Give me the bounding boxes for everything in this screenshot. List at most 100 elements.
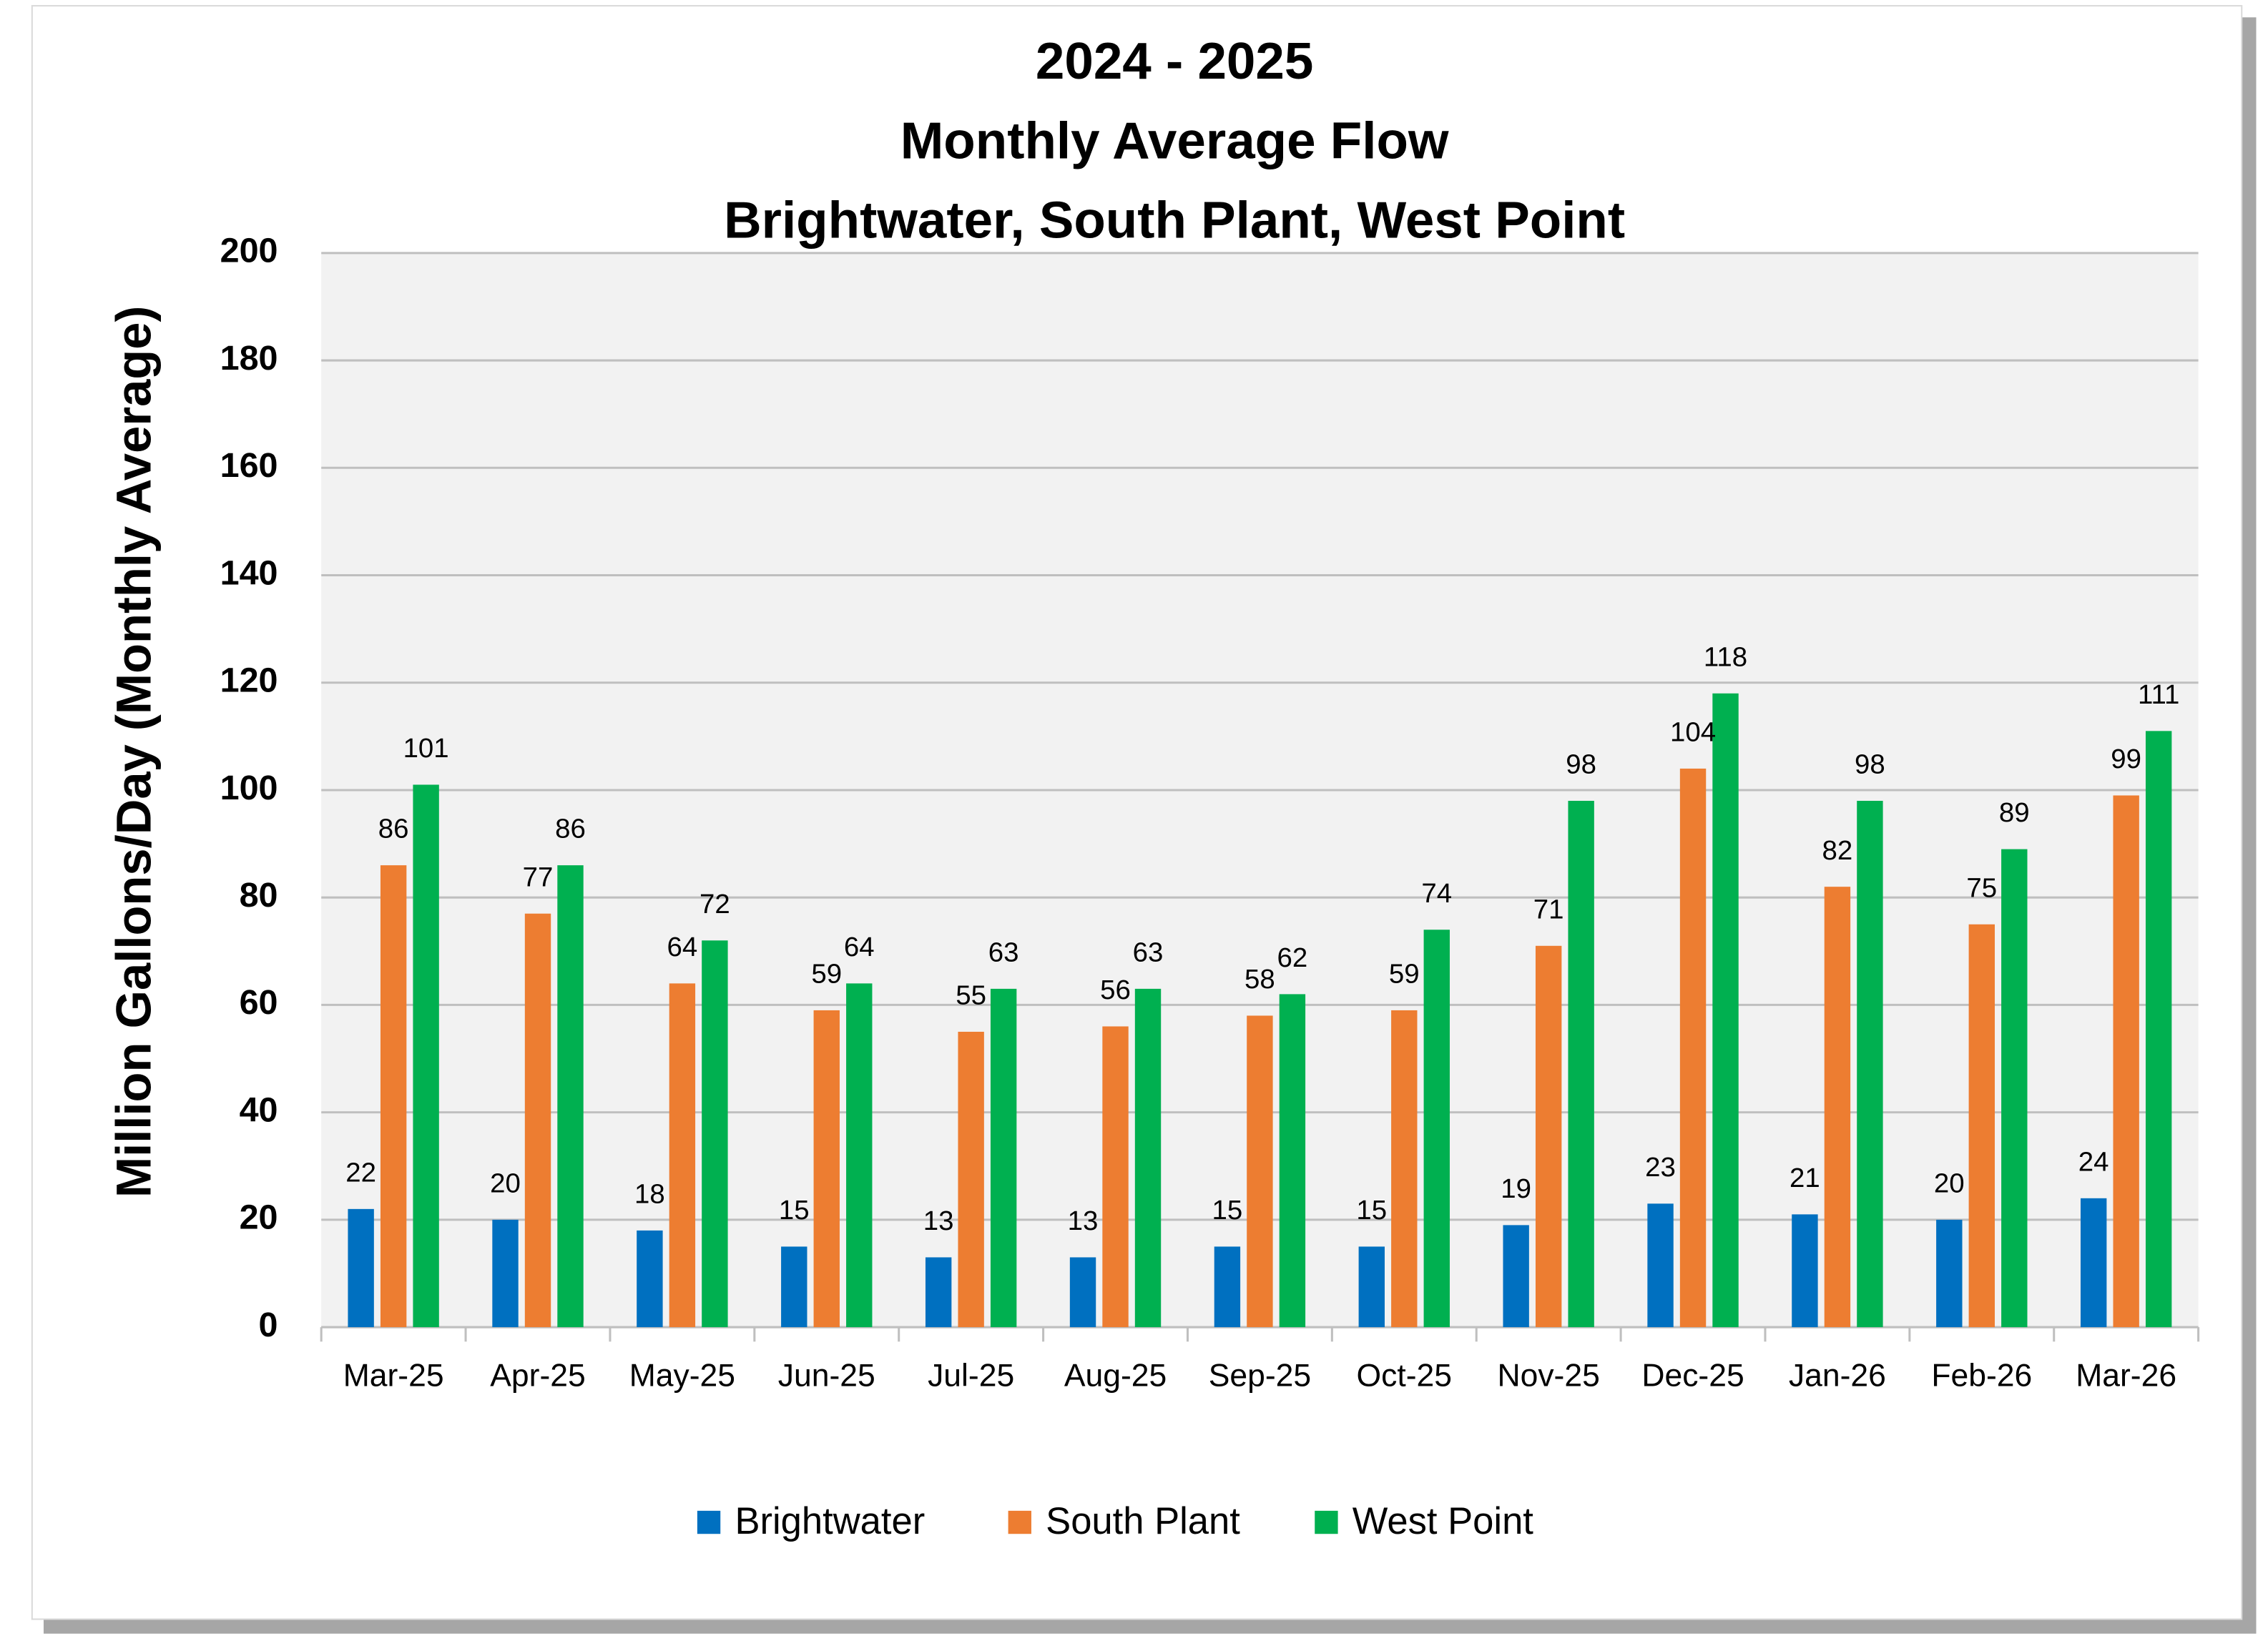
bar bbox=[1679, 768, 1707, 1328]
y-tick-label: 200 bbox=[220, 232, 278, 270]
data-label: 64 bbox=[667, 932, 698, 962]
bar bbox=[1069, 1257, 1096, 1328]
legend-swatch bbox=[697, 1510, 721, 1534]
bar bbox=[1247, 1015, 1273, 1328]
data-label: 22 bbox=[345, 1157, 376, 1188]
bar bbox=[1503, 1225, 1529, 1328]
y-tick-label: 100 bbox=[220, 769, 278, 807]
data-label: 13 bbox=[923, 1206, 954, 1236]
bar bbox=[1936, 1219, 1963, 1328]
x-tick-label: Jul-25 bbox=[928, 1359, 1014, 1394]
data-label: 21 bbox=[1790, 1163, 1820, 1193]
data-label: 20 bbox=[490, 1168, 521, 1198]
bar bbox=[2113, 795, 2139, 1328]
bar bbox=[1824, 887, 1851, 1328]
bar bbox=[925, 1257, 952, 1328]
bar bbox=[1102, 1026, 1129, 1328]
data-label: 111 bbox=[2138, 679, 2179, 710]
bar bbox=[1134, 988, 1162, 1328]
x-tick-label: Aug-25 bbox=[1064, 1359, 1167, 1394]
x-tick-label: Apr-25 bbox=[490, 1359, 585, 1394]
data-label: 20 bbox=[1934, 1168, 1965, 1198]
data-label: 23 bbox=[1645, 1152, 1676, 1183]
bar bbox=[1968, 924, 1995, 1328]
data-label: 98 bbox=[1566, 749, 1596, 780]
data-label: 15 bbox=[1212, 1195, 1243, 1226]
bar bbox=[1423, 930, 1450, 1328]
data-label: 13 bbox=[1068, 1206, 1099, 1236]
bar bbox=[990, 988, 1017, 1328]
y-tick-label: 140 bbox=[220, 553, 278, 592]
data-label: 56 bbox=[1100, 975, 1131, 1005]
bars bbox=[348, 693, 2172, 1328]
bar bbox=[1712, 693, 1739, 1328]
chart-title: 2024 - 2025 bbox=[1036, 32, 1313, 90]
x-tick-label: Jan-26 bbox=[1789, 1359, 1886, 1394]
x-tick-label: Nov-25 bbox=[1497, 1359, 1599, 1394]
data-label: 86 bbox=[555, 814, 586, 844]
data-label: 59 bbox=[811, 959, 842, 990]
x-tick-label: Mar-25 bbox=[343, 1359, 444, 1394]
data-label: 104 bbox=[1670, 717, 1716, 748]
data-label: 98 bbox=[1855, 749, 1885, 780]
bar bbox=[1857, 800, 1883, 1328]
x-tick-label: Feb-26 bbox=[1931, 1359, 2032, 1394]
bar bbox=[1279, 994, 1306, 1328]
bar bbox=[846, 983, 873, 1328]
data-label: 18 bbox=[634, 1179, 665, 1210]
y-tick-label: 180 bbox=[220, 339, 278, 378]
data-label: 71 bbox=[1533, 894, 1564, 925]
data-label: 55 bbox=[956, 980, 986, 1011]
legend-label: South Plant bbox=[1046, 1500, 1240, 1542]
y-tick-label: 40 bbox=[240, 1090, 278, 1129]
bar bbox=[2145, 731, 2172, 1328]
data-label: 64 bbox=[844, 932, 875, 962]
bar bbox=[1391, 1010, 1418, 1328]
data-label: 62 bbox=[1277, 942, 1308, 973]
bar bbox=[492, 1219, 519, 1328]
x-tick-label: Sep-25 bbox=[1209, 1359, 1311, 1394]
y-tick-label: 0 bbox=[259, 1306, 278, 1344]
data-label: 63 bbox=[988, 937, 1019, 967]
data-label: 101 bbox=[403, 733, 449, 764]
data-label: 72 bbox=[699, 889, 730, 920]
x-tick-label: May-25 bbox=[629, 1359, 735, 1394]
bar bbox=[2080, 1198, 2107, 1328]
y-tick-label: 160 bbox=[220, 446, 278, 485]
bar bbox=[781, 1246, 807, 1328]
bar bbox=[1214, 1246, 1241, 1328]
data-label: 15 bbox=[1356, 1195, 1387, 1226]
x-tick-label: Oct-25 bbox=[1357, 1359, 1452, 1394]
data-label: 19 bbox=[1501, 1173, 1531, 1204]
data-label: 58 bbox=[1245, 964, 1275, 995]
legend-label: West Point bbox=[1353, 1500, 1534, 1542]
bar bbox=[813, 1010, 840, 1328]
legend-swatch bbox=[1315, 1510, 1338, 1534]
data-label: 15 bbox=[779, 1195, 810, 1226]
data-label: 82 bbox=[1822, 835, 1853, 866]
bar bbox=[1358, 1246, 1385, 1328]
x-tick-label: Dec-25 bbox=[1641, 1359, 1744, 1394]
bar bbox=[637, 1230, 663, 1328]
data-label: 24 bbox=[2078, 1146, 2109, 1177]
bar bbox=[669, 983, 696, 1328]
data-label: 75 bbox=[1966, 872, 1997, 903]
chart-title: Monthly Average Flow bbox=[900, 112, 1449, 169]
bar bbox=[958, 1031, 984, 1328]
data-label: 63 bbox=[1133, 937, 1164, 967]
x-tick-label: Jun-25 bbox=[778, 1359, 875, 1394]
bar bbox=[524, 913, 551, 1328]
data-label: 86 bbox=[378, 814, 409, 844]
data-label: 59 bbox=[1389, 959, 1420, 990]
data-label: 118 bbox=[1704, 641, 1747, 672]
bar bbox=[1535, 945, 1562, 1328]
data-label: 74 bbox=[1421, 878, 1452, 909]
bar bbox=[1568, 800, 1594, 1328]
bar bbox=[348, 1208, 374, 1328]
chart-title: Brightwater, South Plant, West Point bbox=[724, 192, 1625, 250]
y-axis-label: Million Gallons/Day (Monthly Average) bbox=[107, 306, 162, 1198]
y-tick-label: 120 bbox=[220, 661, 278, 700]
bar bbox=[413, 784, 439, 1328]
